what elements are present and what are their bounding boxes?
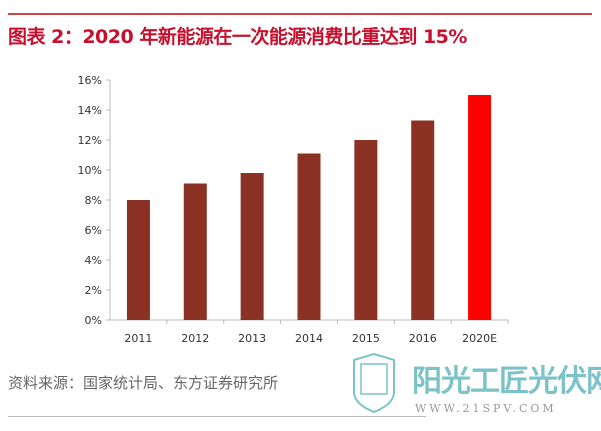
bar-2014	[297, 153, 321, 320]
y-tick-label: 14%	[78, 104, 102, 117]
bar-2012	[183, 183, 207, 320]
y-tick-label: 10%	[78, 164, 102, 177]
x-tick-label: 2012	[181, 332, 209, 345]
y-tick-label: 4%	[85, 254, 102, 267]
y-tick-label: 12%	[78, 134, 102, 147]
y-tick-label: 2%	[85, 284, 102, 297]
x-tick-label: 2020E	[462, 332, 497, 345]
source-note: 资料来源：国家统计局、东方证券研究所	[8, 374, 279, 392]
y-tick-label: 8%	[85, 194, 102, 207]
y-tick-label: 0%	[85, 314, 102, 327]
y-tick-label: 16%	[78, 74, 102, 87]
bar-2013	[240, 173, 264, 320]
bar-2020E	[468, 95, 492, 320]
bar-2015	[354, 140, 378, 320]
top-divider	[8, 13, 592, 15]
bar-chart: 0% 2% 4% 6% 8% 10% 12% 14% 16% 2011 2012 2013 2014 20…	[78, 74, 509, 345]
bar-2016	[411, 120, 435, 320]
x-tick-label: 2016	[409, 332, 437, 345]
chart-title: 图表 2：2020 年新能源在一次能源消费比重达到 15%	[8, 26, 467, 48]
watermark-name: 阳光工匠光伏网	[412, 364, 601, 399]
bar-2011	[126, 200, 150, 320]
x-tick-label: 2014	[295, 332, 323, 345]
y-tick-label: 6%	[85, 224, 102, 237]
x-tick-label: 2011	[124, 332, 152, 345]
x-tick-label: 2015	[352, 332, 380, 345]
watermark-url: WWW.21SPV.COM	[415, 402, 557, 415]
watermark-logo-icon	[353, 352, 395, 414]
x-tick-label: 2013	[238, 332, 266, 345]
bottom-divider	[8, 416, 426, 417]
